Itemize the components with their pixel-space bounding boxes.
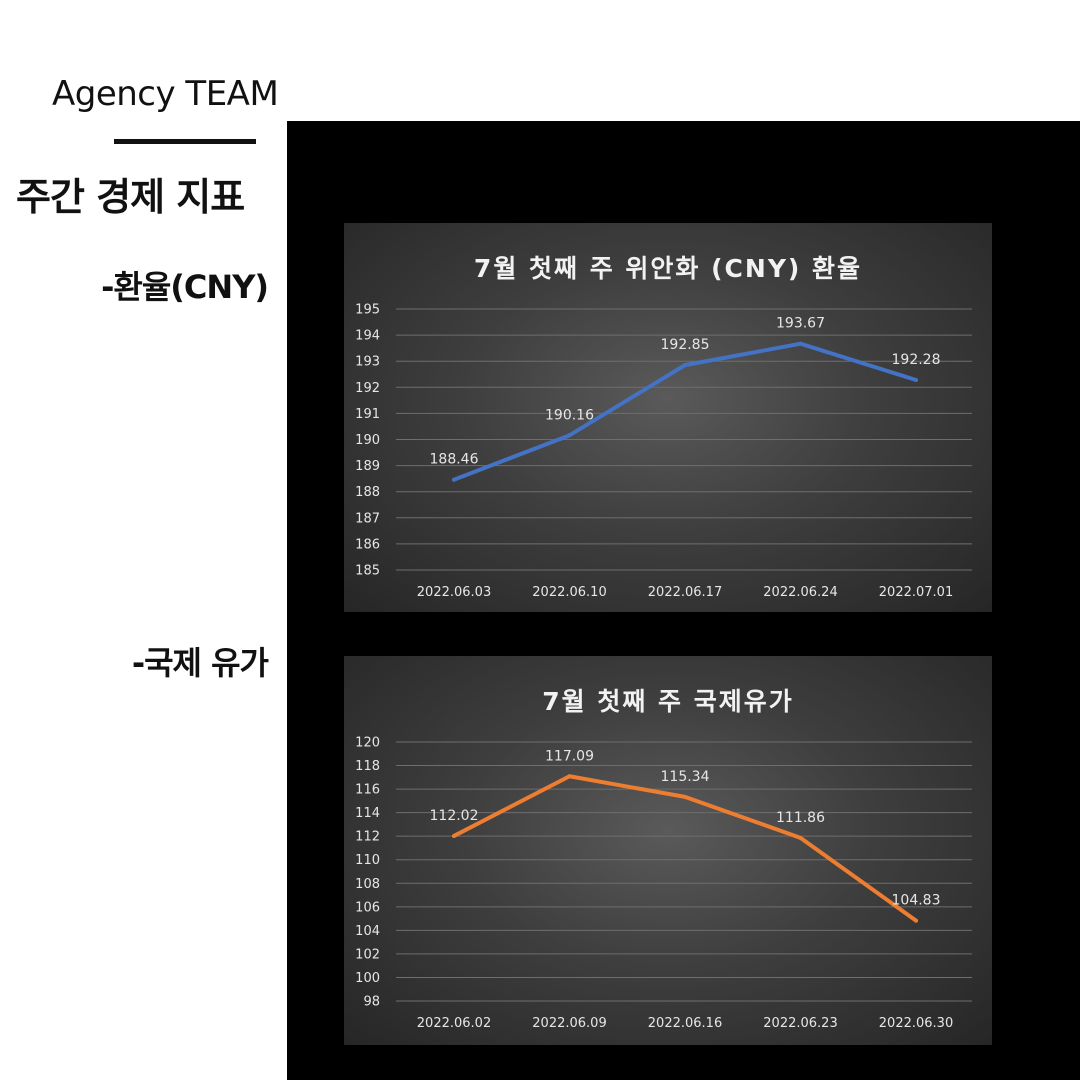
brand-name: Agency TEAM	[52, 74, 279, 114]
section-label-oil: -국제 유가	[131, 644, 269, 682]
data-label: 193.67	[776, 316, 825, 332]
data-point	[683, 363, 687, 368]
data-point	[452, 833, 456, 838]
x-tick-label: 2022.06.17	[648, 585, 722, 600]
y-tick-label: 193	[355, 355, 380, 370]
y-tick-label: 98	[363, 995, 380, 1010]
cny-chart-plot: 195 194 193 192 191 190 189 188 187 186 185 2022.06…	[355, 303, 972, 600]
data-point	[798, 835, 803, 840]
x-tick-label: 2022.06.09	[532, 1016, 606, 1031]
y-tick-label: 110	[355, 853, 380, 868]
y-tick-label: 118	[355, 759, 380, 774]
data-label: 192.85	[661, 337, 710, 353]
y-tick-label: 116	[355, 783, 380, 798]
y-tick-label: 112	[355, 830, 380, 845]
chart-title: 7월 첫째 주 위안화 (CNY) 환율	[473, 254, 863, 283]
y-tick-label: 191	[355, 407, 380, 422]
data-point	[452, 477, 456, 482]
page-title: 주간 경제 지표	[16, 175, 245, 219]
data-label: 190.16	[545, 407, 594, 423]
y-tick-label: 195	[355, 303, 380, 318]
data-label: 192.28	[892, 352, 941, 368]
y-tick-label: 106	[355, 900, 380, 915]
chart-title: 7월 첫째 주 국제유가	[542, 687, 794, 716]
oil-chart-plot: 120 118 116 114 112 110 108 106 104 102 100 98 2022.…	[355, 736, 972, 1031]
data-point	[914, 377, 918, 382]
y-tick-label: 120	[355, 736, 380, 751]
y-tick-label: 185	[355, 564, 380, 579]
data-label: 104.83	[892, 893, 941, 909]
x-tick-label: 2022.06.02	[417, 1016, 491, 1031]
data-label: 112.02	[430, 808, 479, 824]
x-tick-label: 2022.06.24	[763, 585, 837, 600]
x-tick-label: 2022.06.10	[532, 585, 606, 600]
y-tick-label: 186	[355, 537, 380, 552]
cny-chart: 7월 첫째 주 위안화 (CNY) 환율 195 194 193 192 191 190 1…	[344, 223, 992, 612]
y-tick-label: 189	[355, 459, 380, 474]
data-point	[798, 341, 803, 346]
y-tick-label: 188	[355, 485, 380, 500]
data-label: 188.46	[430, 452, 479, 468]
y-tick-label: 102	[355, 947, 380, 962]
x-tick-label: 2022.06.23	[763, 1016, 837, 1031]
x-tick-label: 2022.06.30	[879, 1016, 953, 1031]
x-tick-label: 2022.06.16	[648, 1016, 722, 1031]
y-tick-label: 194	[355, 329, 380, 344]
oil-chart: 7월 첫째 주 국제유가 120 118 116 114 112 110 108 106 104…	[344, 656, 992, 1045]
y-tick-label: 187	[355, 511, 380, 526]
y-tick-label: 108	[355, 877, 380, 892]
data-label: 117.09	[545, 748, 594, 764]
y-tick-label: 100	[355, 971, 380, 986]
x-tick-label: 2022.07.01	[879, 585, 953, 600]
data-point	[683, 794, 687, 799]
data-label: 115.34	[661, 769, 710, 785]
data-point	[914, 918, 918, 923]
y-tick-label: 190	[355, 433, 380, 448]
data-point	[567, 433, 572, 438]
y-tick-label: 114	[355, 806, 380, 821]
x-tick-label: 2022.06.03	[417, 585, 491, 600]
section-label-cny: -환율(CNY)	[101, 268, 269, 306]
data-label: 111.86	[776, 810, 825, 826]
brand-divider	[114, 139, 256, 144]
y-tick-label: 192	[355, 381, 380, 396]
data-point	[567, 774, 572, 779]
y-tick-label: 104	[355, 924, 380, 939]
